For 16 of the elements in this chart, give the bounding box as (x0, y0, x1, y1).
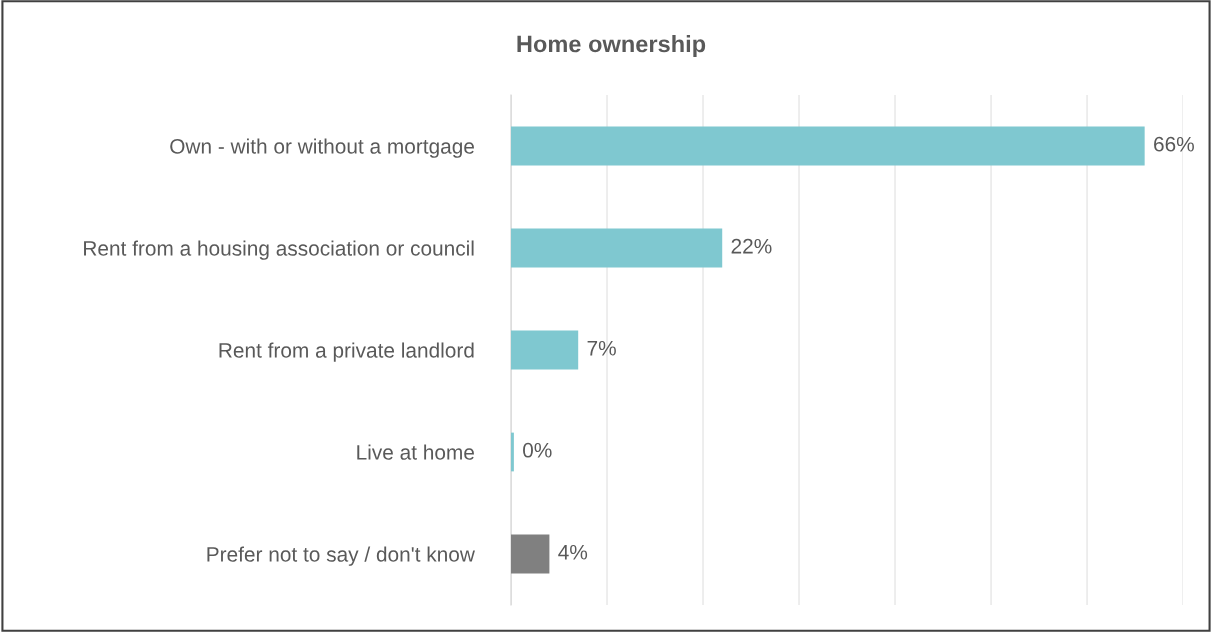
data-label: 66% (1154, 136, 1194, 152)
bar (511, 534, 550, 574)
bar (511, 228, 723, 268)
y-tick-label: Rent from a housing association or council (84, 240, 474, 260)
data-label: 0% (523, 442, 552, 458)
data-label: 7% (587, 340, 616, 356)
y-tick-label: Live at home (357, 444, 474, 460)
data-label: 4% (558, 544, 588, 560)
bar (511, 126, 1145, 166)
y-tick-label: Prefer not to say / don't know (207, 546, 475, 566)
y-tick-label: Own - with or without a mortgage (170, 138, 474, 158)
bar (511, 330, 579, 370)
chart-title: Home ownership (517, 35, 706, 57)
bar (511, 432, 514, 472)
data-label: 22% (731, 238, 772, 254)
y-tick-label: Rent from a private landlord (219, 342, 474, 362)
